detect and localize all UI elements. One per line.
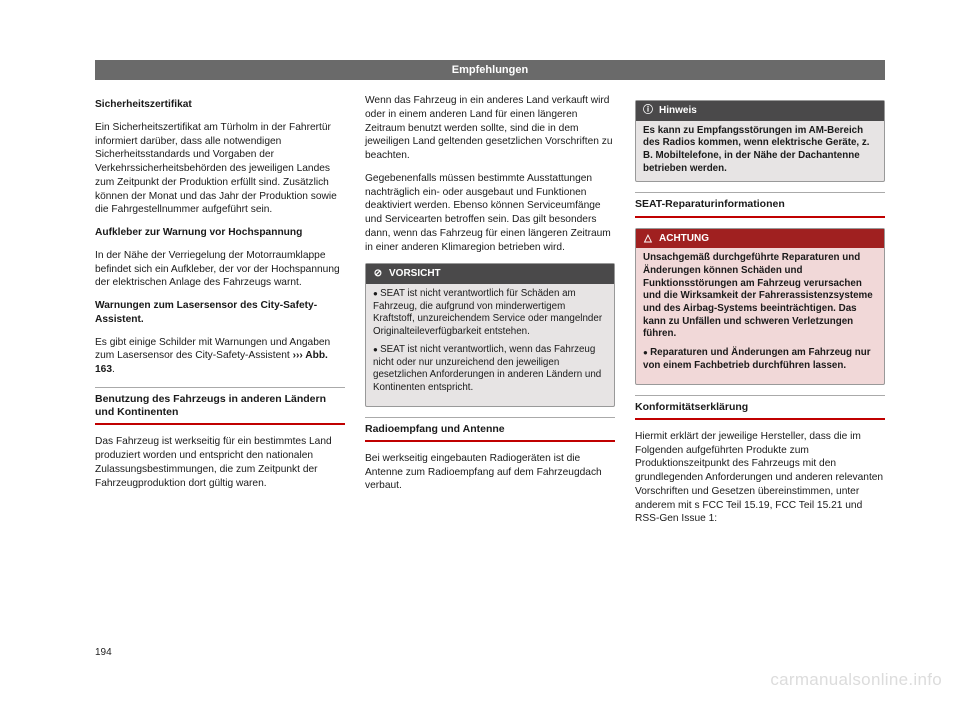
achtung-body: Unsachgemäß durchgeführte Reparaturen un… [636,248,884,384]
column-1: Sicherheitszertifikat Ein Sicherheitszer… [95,94,345,535]
warning-icon: △ [642,232,654,246]
paragraph: Das Fahrzeug ist werkseitig für ein best… [95,435,345,490]
section-radioempfang: Radioempfang und Antenne [365,417,615,442]
text: . [112,364,115,375]
list-item: Reparaturen und Änderungen am Fahrzeug n… [643,347,877,372]
vorsicht-title: VORSICHT [389,267,441,281]
section-konformitaet: Konformitätserklärung [635,395,885,420]
heading-lasersensor: Warnungen zum Lasersensor des City-Safet… [95,299,345,327]
hinweis-box: ⓘ Hinweis Es kann zu Empfangsstörungen i… [635,100,885,182]
paragraph: Es gibt einige Schilder mit Warnungen un… [95,336,345,377]
page-header: Empfehlungen [95,60,885,80]
info-icon: ⊘ [372,267,384,281]
achtung-title: ACHTUNG [659,232,709,246]
list-item: SEAT ist nicht verantwortlich für Schäde… [373,288,607,339]
vorsicht-header: ⊘ VORSICHT [366,264,614,284]
hinweis-title: Hinweis [659,104,697,118]
paragraph: In der Nähe der Verriegelung der Motorra… [95,249,345,290]
hinweis-header: ⓘ Hinweis [636,101,884,121]
heading-sicherheitszertifikat: Sicherheitszertifikat [95,98,345,112]
paragraph: Bei werkseitig eingebauten Radiogeräten … [365,452,615,493]
hinweis-body: Es kann zu Empfangsstörungen im AM-Berei… [636,121,884,182]
paragraph: Hiermit erklärt der jeweilige Hersteller… [635,430,885,526]
document-page: Empfehlungen Sicherheitszertifikat Ein S… [95,60,885,535]
section-benutzung: Benutzung des Fahrzeugs in anderen Lände… [95,387,345,425]
info-icon: ⓘ [642,104,654,118]
content-columns: Sicherheitszertifikat Ein Sicherheitszer… [95,94,885,535]
paragraph: Ein Sicherheitszertifikat am Türholm in … [95,121,345,217]
vorsicht-box: ⊘ VORSICHT SEAT ist nicht verantwortlich… [365,263,615,406]
achtung-header: △ ACHTUNG [636,229,884,249]
paragraph: Wenn das Fahrzeug in ein anderes Land ve… [365,94,615,163]
achtung-box: △ ACHTUNG Unsachgemäß durchgeführte Repa… [635,228,885,385]
page-number: 194 [95,647,112,658]
paragraph: Unsachgemäß durchgeführte Reparaturen un… [643,252,877,341]
list-item: SEAT ist nicht verantwortlich, wenn das … [373,344,607,395]
watermark: carmanualsonline.info [770,670,942,690]
section-reparatur: SEAT-Reparaturinformationen [635,192,885,217]
column-2: Wenn das Fahrzeug in ein anderes Land ve… [365,94,615,535]
column-3: ⓘ Hinweis Es kann zu Empfangsstörungen i… [635,94,885,535]
vorsicht-body: SEAT ist nicht verantwortlich für Schäde… [366,284,614,406]
paragraph: Gegebenenfalls müssen bestimmte Ausstatt… [365,172,615,255]
heading-hochspannung: Aufkleber zur Warnung vor Hochspannung [95,226,345,240]
